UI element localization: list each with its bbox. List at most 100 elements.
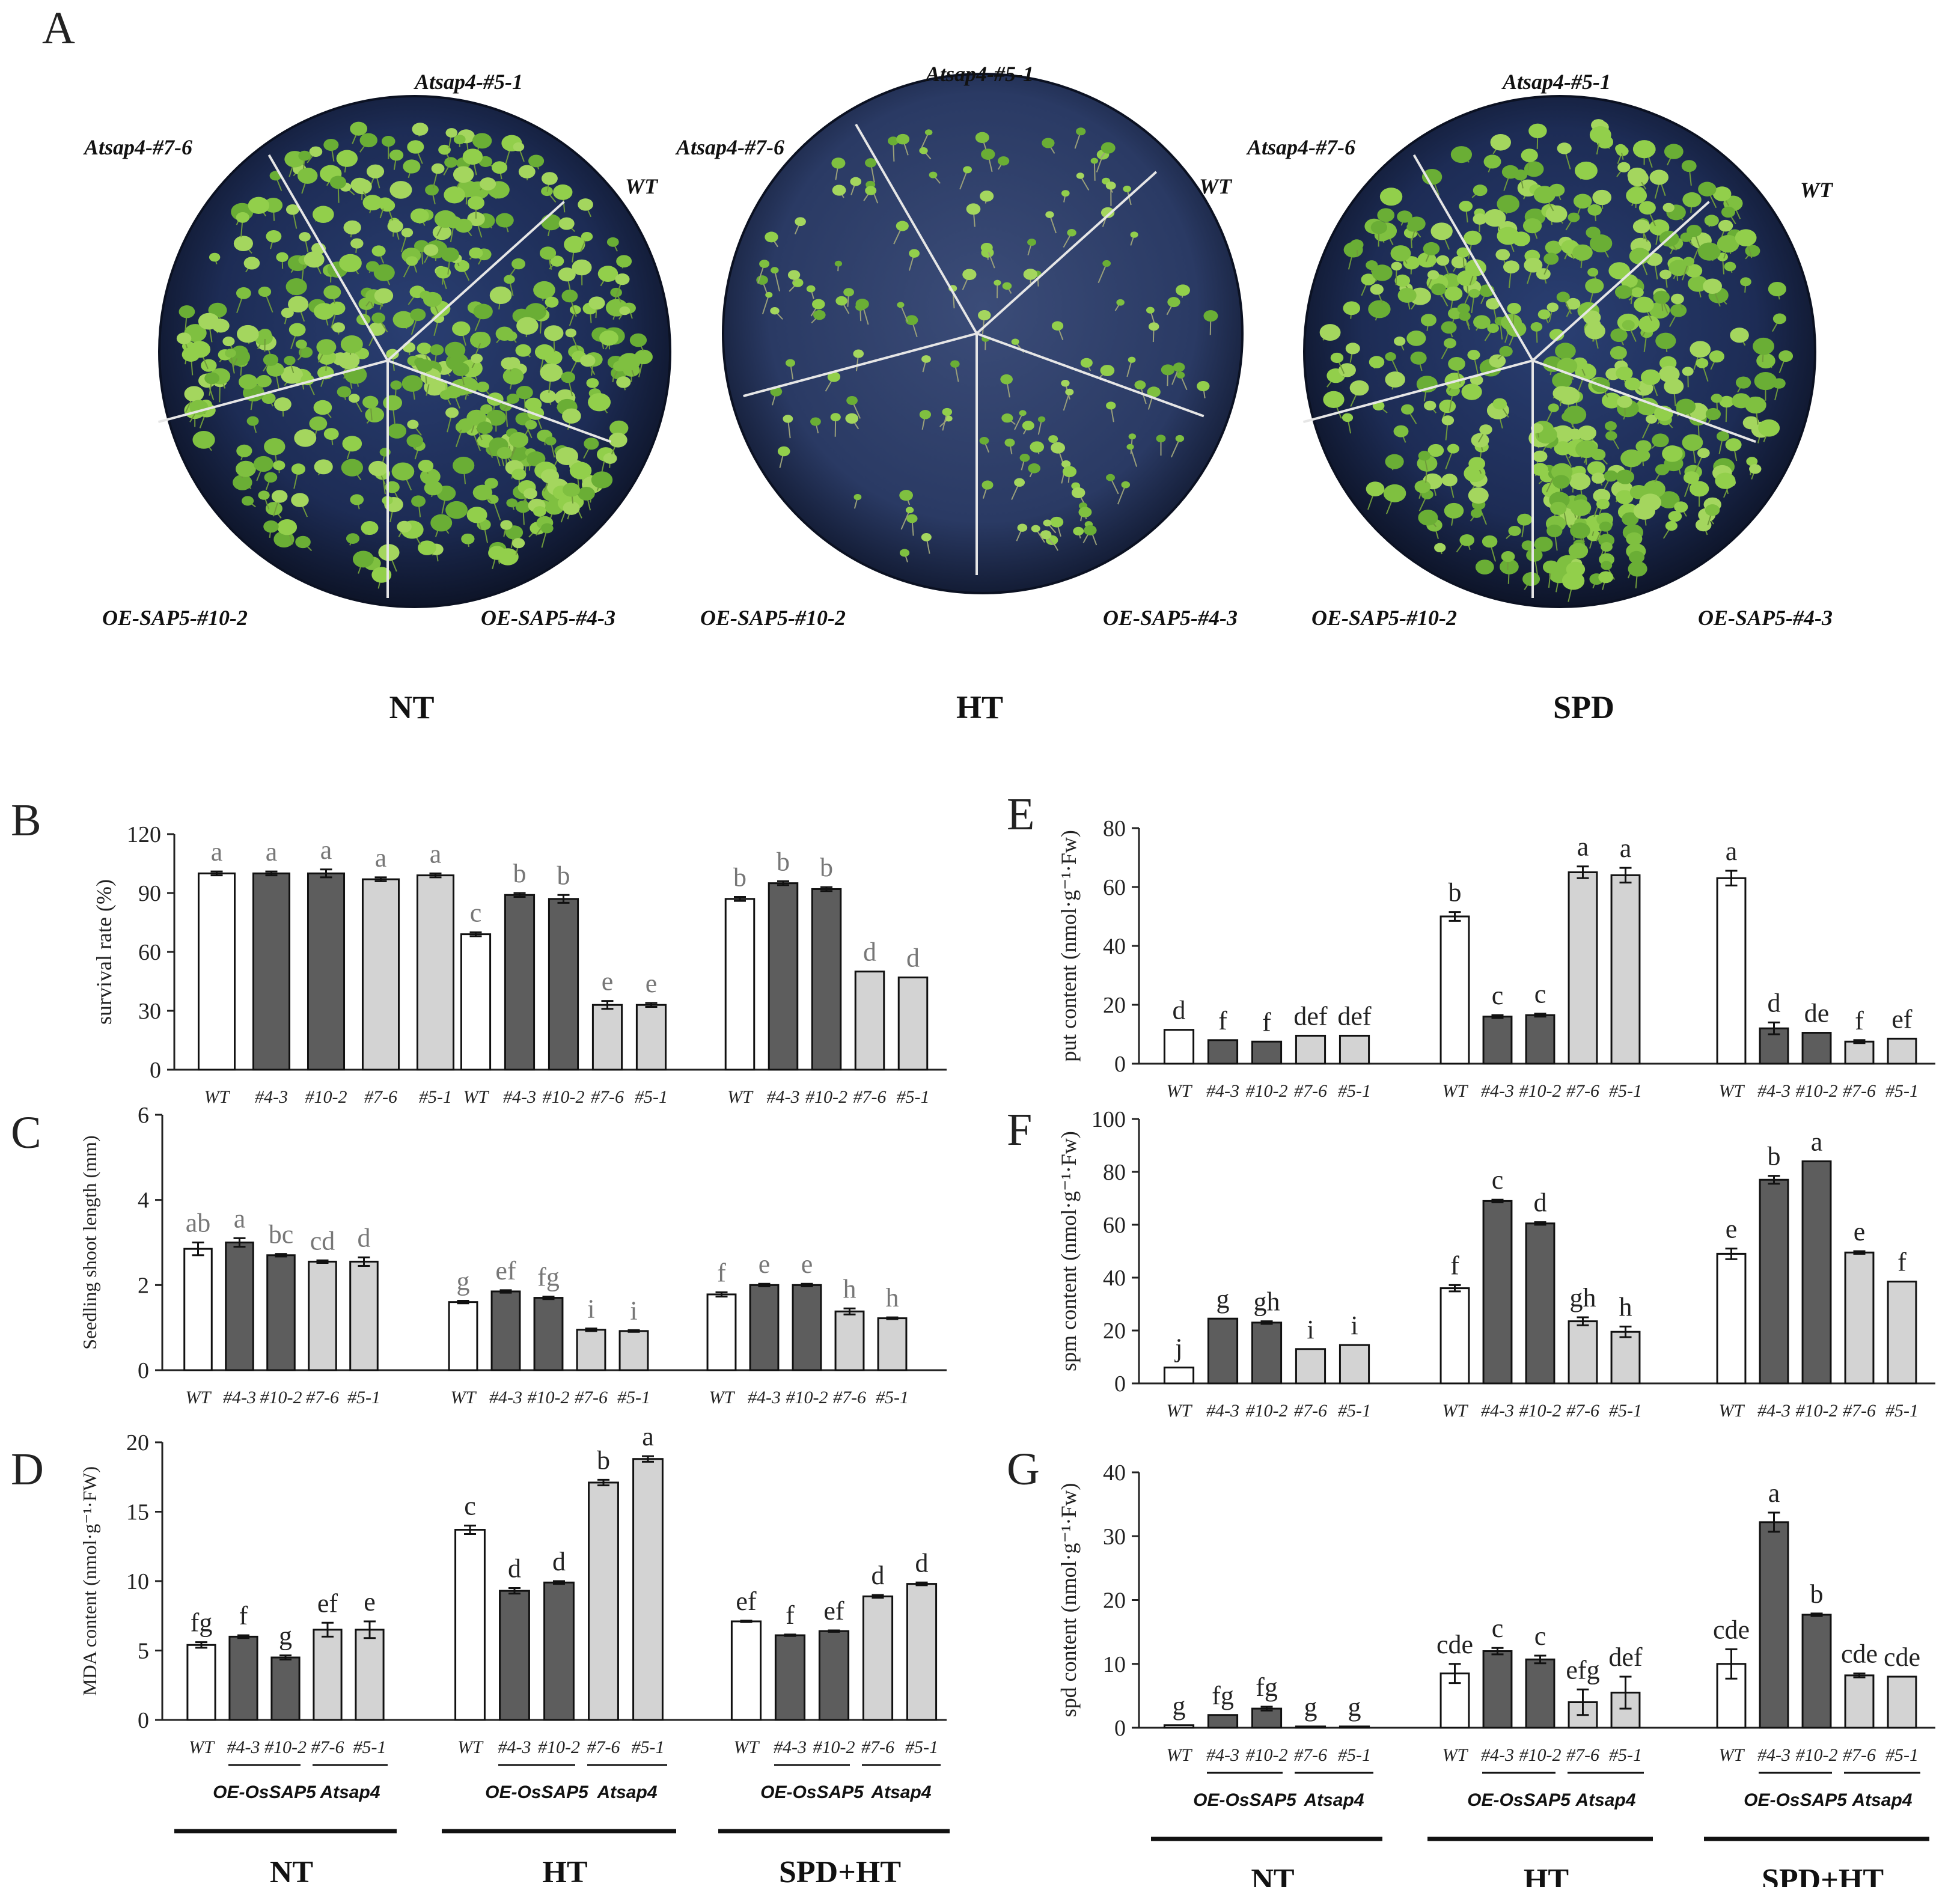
seedling-leaf	[418, 540, 436, 555]
x-tick-label: #7-6	[591, 1087, 624, 1107]
seedling-leaf	[563, 483, 581, 497]
bar	[792, 1284, 822, 1371]
x-tick-label: WT	[1167, 1745, 1193, 1765]
seedling-leaf	[410, 308, 426, 322]
x-tick-label: #4-3	[223, 1388, 256, 1407]
seedling-leaf	[1490, 134, 1511, 151]
seedling-leaf	[371, 312, 385, 324]
seedling-leaf	[1116, 299, 1125, 306]
x-tick-label: #5-1	[1885, 1401, 1919, 1421]
seedling-leaf	[1632, 140, 1656, 159]
significance-letter: e	[646, 969, 658, 998]
seedling-leaf	[1500, 559, 1519, 575]
x-tick-label: WT	[204, 1087, 231, 1107]
seedling-leaf	[982, 480, 994, 490]
seedling-leaf	[550, 255, 564, 267]
x-tick-label: #7-6	[833, 1388, 866, 1407]
seedling-leaf	[1662, 203, 1675, 213]
panel-letter-f: F	[1007, 1105, 1032, 1155]
seedling-leaf	[1659, 269, 1672, 279]
seedling-leaf	[1524, 257, 1543, 273]
chart-f: F 0 20 40 60 80 100 spm content (nmol·g⁻¹·Fw) j W…	[1007, 1105, 1935, 1421]
seedling-leaf	[1534, 537, 1553, 552]
bar	[225, 1242, 254, 1371]
seedling-leaf	[1017, 523, 1028, 532]
significance-letter: b	[733, 863, 746, 892]
seedling-leaf	[1176, 371, 1185, 379]
significance-letter: e	[602, 967, 614, 996]
seedling-leaf	[1076, 172, 1084, 179]
seedling-leaf	[981, 148, 995, 160]
seedling-leaf	[616, 255, 632, 268]
seedling-leaf	[432, 225, 452, 240]
label-wt: WT	[1800, 178, 1834, 202]
seedling-leaf	[1555, 343, 1576, 360]
seedling-leaf	[919, 147, 928, 154]
seedling-leaf	[391, 462, 415, 481]
seedling-leaf	[273, 460, 285, 471]
seedling-leaf	[921, 355, 931, 363]
seedling-leaf	[1598, 571, 1614, 584]
seedling-leaf	[561, 371, 576, 383]
seedling-leaf	[1517, 513, 1532, 526]
seedling-leaf	[513, 142, 525, 151]
seedling-leaf	[423, 291, 442, 307]
seedling-leaf	[1345, 343, 1360, 355]
seedling-leaf	[905, 315, 918, 326]
label-oe-sap5-4-3: OE-SAP5-#4-3	[1698, 606, 1833, 630]
bar	[490, 1290, 521, 1371]
seedling-leaf	[516, 317, 539, 335]
seedling-leaf	[1638, 201, 1656, 215]
x-tick-label: #5-1	[617, 1388, 650, 1407]
significance-letter: d	[1173, 996, 1186, 1025]
x-tick-label: WT	[457, 1737, 484, 1757]
bar	[454, 1529, 486, 1721]
seedling-leaf	[495, 213, 514, 228]
seedling-leaf	[998, 156, 1010, 166]
x-tick-label: #5-1	[1885, 1081, 1919, 1101]
seedling-leaf	[377, 197, 392, 209]
seedling-leaf	[588, 296, 605, 310]
bar	[448, 1301, 478, 1371]
significance-letter: g	[1173, 1691, 1186, 1721]
significance-letter: g	[279, 1621, 292, 1651]
seedling-leaf	[1061, 460, 1071, 468]
seedling-leaf	[453, 135, 466, 144]
seedling-leaf	[1643, 480, 1665, 498]
seedling-leaf	[1100, 365, 1115, 377]
seedling-leaf	[1724, 261, 1736, 272]
seedling-leaf	[1549, 329, 1565, 341]
seedling-leaf	[246, 416, 259, 426]
sector-divider	[386, 201, 565, 362]
seedling-leaf	[346, 533, 360, 544]
atsap4-group-label: Atsap4	[1851, 1790, 1912, 1810]
seedling-leaf	[299, 232, 311, 242]
significance-letter: a	[1577, 832, 1589, 862]
seedling-leaf	[966, 203, 981, 215]
seedling-leaf	[1377, 208, 1395, 222]
bar	[632, 1458, 664, 1721]
x-tick-label: #10-2	[260, 1388, 302, 1407]
y-tick-label: 2	[138, 1273, 149, 1298]
seedling-leaf	[338, 352, 360, 370]
seedling-leaf	[806, 285, 816, 293]
condition-group-label: HT	[1524, 1863, 1569, 1887]
seedling-leaf	[1040, 530, 1052, 540]
seedling-leaf	[1128, 433, 1137, 440]
chart-g: G 0 10 20 30 40 spd content (nmol·g⁻¹·Fw) g WT fg…	[1007, 1444, 1935, 1887]
condition-group-label: NT	[270, 1855, 313, 1887]
y-tick-label: 100	[1091, 1107, 1126, 1132]
seedling-leaf	[309, 416, 328, 431]
seedling-leaf	[1735, 376, 1751, 389]
significance-letter: a	[1620, 834, 1632, 863]
x-tick-label: WT	[451, 1388, 477, 1407]
seedling-leaf	[1444, 286, 1463, 301]
seedling-leaf	[1682, 367, 1694, 376]
significance-letter: cd	[310, 1226, 335, 1255]
significance-letter: def	[1337, 1001, 1372, 1031]
x-tick-label: #5-1	[876, 1388, 909, 1407]
significance-letter: d	[1768, 988, 1781, 1017]
bar	[1482, 1200, 1513, 1385]
x-tick-label: #7-6	[861, 1737, 894, 1757]
seedling-leaf	[1542, 560, 1560, 574]
